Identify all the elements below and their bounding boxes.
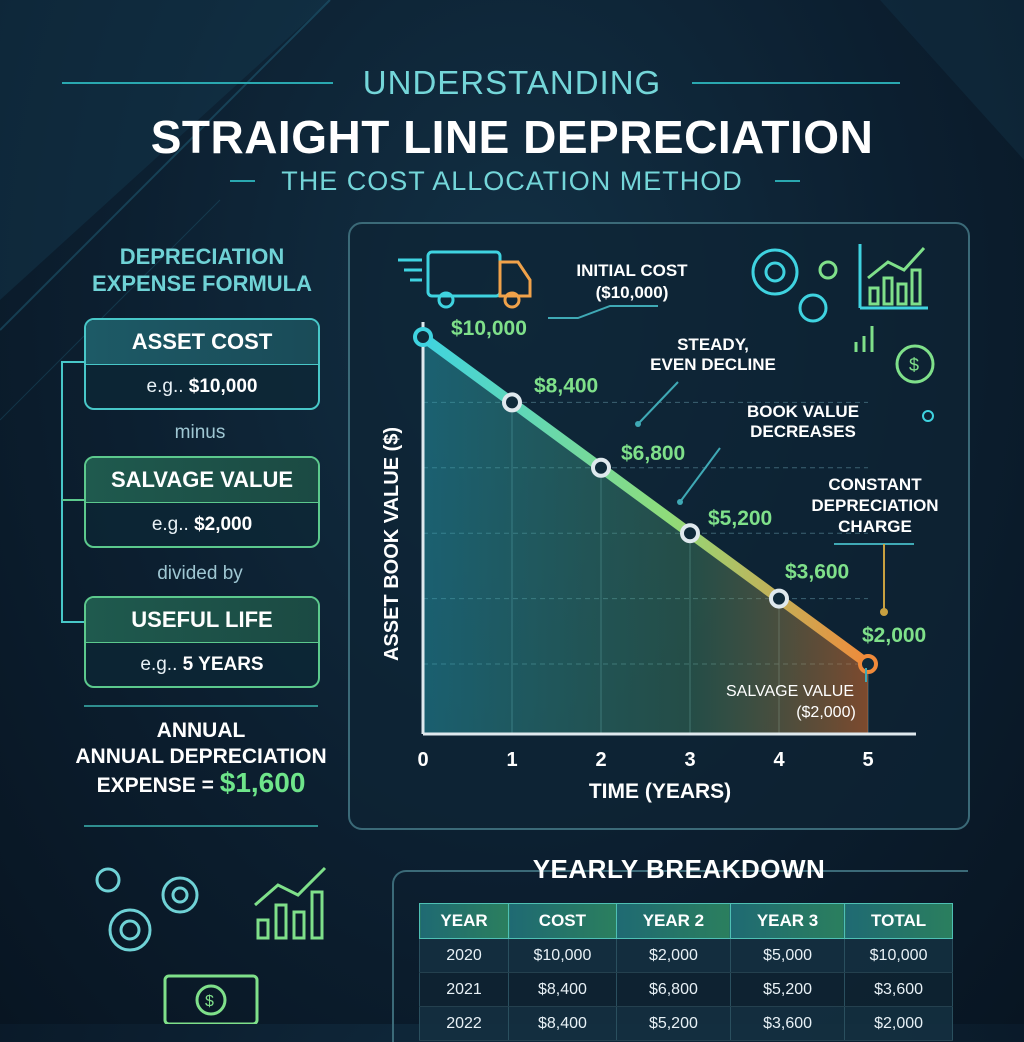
x-tick-label: 0 [417,749,428,771]
table-cell: 2020 [418,938,510,973]
formula-title-line1: DEPRECIATION [119,244,285,269]
data-label: $10,000 [451,317,527,340]
axes [421,322,916,736]
annotation-charge: CHARGE [838,517,912,536]
card-example: e.g.. $10,000 [146,376,258,397]
table-cell: $10,000 [844,938,953,973]
dollar-sign: $ [205,993,214,1010]
annotation-depreciation: DEPRECIATION [811,496,938,515]
data-point [769,588,789,609]
table-cell: $8,400 [508,972,617,1007]
card-label: ASSET COST [86,320,318,365]
overline-title: UNDERSTANDING [362,64,662,101]
table-row: 2021 $8,400 $6,800 $5,200 $3,600 [418,972,953,1007]
asset-cost-card: ASSET COST e.g.. $10,000 [84,318,320,410]
result-line1: ANNUAL [156,719,246,742]
data-point [858,654,878,674]
table-frame [392,870,968,1042]
truck-icon [398,250,532,309]
salvage-value-card: SALVAGE VALUE e.g.. $2,000 [84,456,320,548]
page-title: STRAIGHT LINE DEPRECIATION [150,111,874,163]
formula-title: DEPRECIATION EXPENSE FORMULA [62,243,342,297]
depreciation-chart: $ $10,000$8,400$6,800$5,200$3,600$2,000 … [381,244,939,803]
operator-minus: minus [174,422,226,443]
annual-expense-value: $1,600 [219,767,306,798]
operator-divided-by: divided by [157,563,243,584]
useful-life-card: USEFUL LIFE e.g.. 5 YEARS [84,596,320,688]
annotation-steady: STEADY, [677,335,749,354]
gear-icon [751,248,838,323]
card-label: SALVAGE VALUE [86,458,318,503]
card-example: e.g.. $2,000 [151,514,253,535]
x-tick-label: 3 [684,749,695,771]
annotation-book-value: BOOK VALUE [747,402,859,421]
mini-bars-icon [854,326,874,352]
x-tick-label: 2 [595,749,606,771]
bar-chart-icon [858,244,928,310]
data-points: $10,000 $8,400 $6,800 $5,200 $3,600 $2,000 [413,317,926,674]
area-fill [423,337,868,734]
gear-icon [95,867,199,952]
x-tick-labels: 0 1 2 3 4 5 [417,749,873,771]
series-line [418,332,873,669]
decor-dot [922,410,934,422]
data-label: $8,400 [534,374,598,397]
x-tick-label: 4 [773,749,785,771]
data-point [502,392,522,413]
result-line2: ANNUAL DEPRECIATION [75,745,327,768]
annual-expense-result: ANNUAL ANNUAL DEPRECIATION EXPENSE = $1,… [70,718,332,799]
table-cell: 2021 [418,972,510,1007]
result-line3: EXPENSE = $1,600 [96,767,306,798]
table-cell: $6,800 [615,972,731,1007]
table-cell: $10,000 [508,938,617,973]
annotation-decreases: DECREASES [750,422,856,441]
table-cell: $5,200 [729,972,846,1007]
x-axis-label: TIME (YEARS) [589,780,731,803]
x-tick-label: 5 [862,749,873,771]
table-body: 2020 $10,000 $2,000 $5,000 $10,000 2021 $8,400… [418,938,953,1041]
column-header: TOTAL [844,903,953,939]
annotation-salvage: SALVAGE VALUE [726,683,854,700]
annotation-initial-cost-value: ($10,000) [596,283,669,302]
area-under-line [423,337,868,734]
table-row: 2020 $10,000 $2,000 $5,000 $10,000 [418,938,953,973]
data-label: $6,800 [621,442,685,465]
annotation-constant: CONSTANT [828,475,922,494]
column-header: YEAR 2 [615,903,731,939]
card-label: USEFUL LIFE [86,598,318,643]
formula-title-line2: EXPENSE FORMULA [91,271,313,296]
dollar-sign: $ [909,355,919,375]
data-label: $5,200 [708,507,772,530]
depreciation-line [418,332,873,669]
table-cell: $3,600 [844,972,953,1007]
page-subtitle: THE COST ALLOCATION METHOD [281,166,743,196]
annotation-even-decline: EVEN DECLINE [650,355,776,374]
x-tick-label: 1 [506,749,517,771]
table-cell: $2,000 [615,938,731,973]
data-label: $3,600 [785,561,849,584]
column-header: YEAR 3 [729,903,846,939]
table-header-row: YEAR COST YEAR 2 YEAR 3 TOTAL [418,903,953,939]
column-header: YEAR [418,903,510,939]
annotation-leaders [548,305,914,682]
y-axis-label: ASSET BOOK VALUE ($) [381,427,403,661]
data-point [413,327,433,347]
column-header: COST [508,903,617,939]
data-point [591,457,611,478]
money-bill-icon [163,974,259,1024]
card-example: e.g.. 5 YEARS [140,654,264,675]
table-cell: $5,000 [729,938,846,973]
annotation-salvage-value: ($2,000) [796,704,856,721]
dollar-coin-icon [895,344,935,384]
yearly-breakdown-table: YEAR COST YEAR 2 YEAR 3 TOTAL 2020 $10,000 $2,… [418,903,953,1041]
annotation-initial-cost: INITIAL COST [576,261,688,280]
table-title: YEARLY BREAKDOWN [532,854,826,884]
data-point [680,523,700,544]
data-label: $2,000 [862,624,926,647]
bar-chart-icon [254,866,327,940]
